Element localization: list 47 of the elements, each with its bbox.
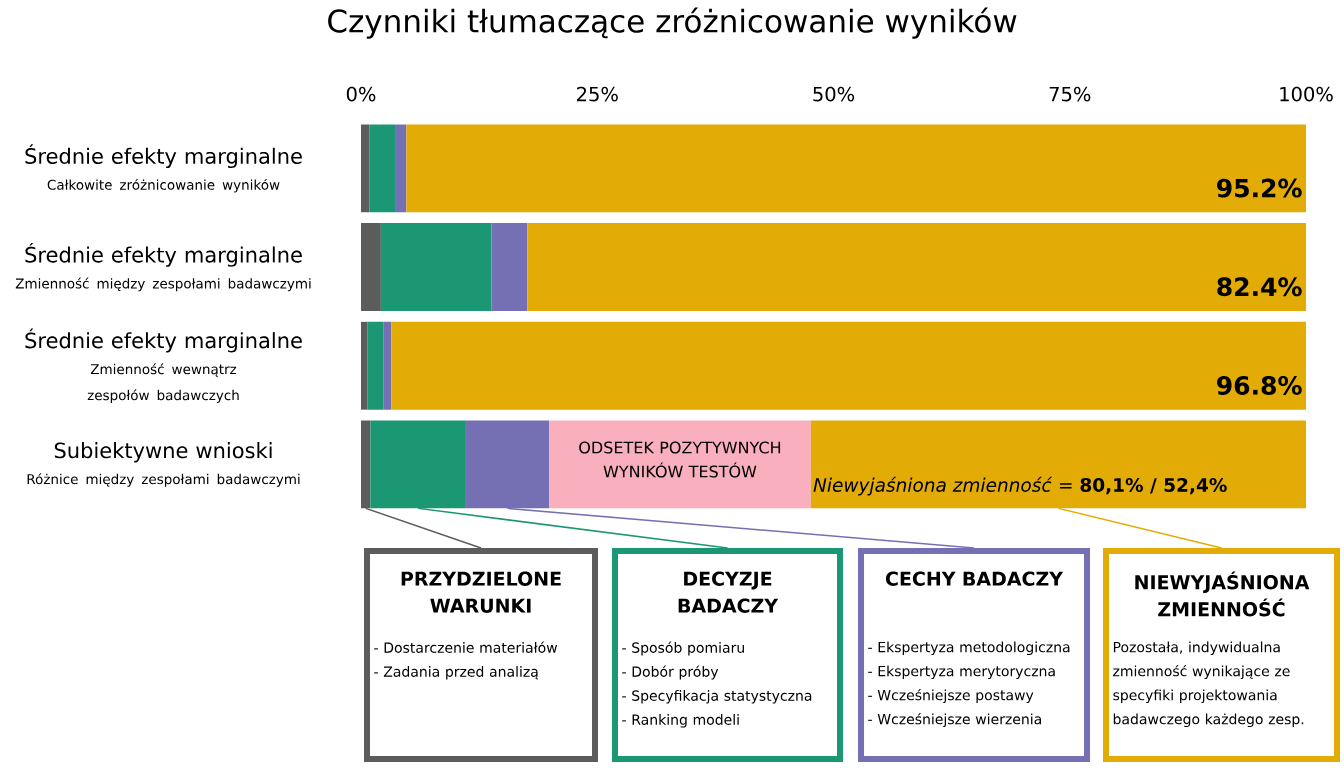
annotation: Niewyjaśniona zmienność = 80,1% / 52,4% (813, 476, 1227, 496)
bar (527, 223, 1307, 311)
text: Zmienność wewnątrz zespołów badawczych (87, 363, 239, 403)
y-tick-label: Średnie efekty marginalne (25, 144, 302, 169)
text: - Ekspertyza metodologiczna (868, 641, 1070, 656)
x-tick-label: 50% (813, 86, 855, 102)
text: NIEWYJAŚNIONA ZMIENNOŚĆ (1135, 571, 1310, 617)
bar (367, 321, 384, 410)
data-label: 95.2% (1217, 178, 1302, 198)
bar (491, 223, 528, 311)
text: Zmienność między zespołami badawczymi (15, 277, 311, 292)
text: PRZYDZIELONE WARUNKI (401, 571, 561, 613)
series-label: ODSETEK POZYTYWNYCH WYNIKÓW TESTÓW (579, 441, 781, 478)
bar (380, 223, 492, 311)
bar (361, 124, 370, 213)
y-tick-label: Subiektywne wnioski (54, 442, 272, 463)
text: Całkowite zróżnicowanie wyników (47, 178, 280, 193)
bar (383, 321, 392, 410)
bar (406, 124, 1307, 213)
x-tick-label: 75% (1049, 86, 1091, 102)
text: - Sposób pomiaru (622, 641, 744, 656)
y-tick-label: Średnie efekty marginalne (25, 328, 302, 353)
text: - Specyfikacja statystyczna (622, 690, 812, 704)
text: - Dobór próby (622, 665, 719, 680)
data-label: 82.4% (1217, 277, 1302, 297)
text: CECHY BADACZY (885, 571, 1064, 586)
x-tick-label: 25% (577, 86, 618, 102)
text: - Ekspertyza merytoryczna (868, 665, 1055, 680)
text: - Wcześniejsze postawy (868, 688, 1034, 704)
y-tick-label: Średnie efekty marginalne (25, 242, 302, 267)
text: DECYZJE BADACZY (678, 571, 779, 613)
bar (549, 420, 811, 509)
text: - Ranking modeli (622, 714, 739, 728)
bar (391, 321, 1307, 410)
text: Różnice między zespołami badawczymi (27, 473, 300, 487)
x-tick-label: 0% (346, 86, 376, 102)
x-tick-label: 100% (1280, 86, 1333, 102)
text: - Dostarczenie materiałów (374, 641, 558, 653)
bar (395, 124, 407, 213)
bar (361, 223, 381, 311)
text: - Wcześniejsze wierzenia (868, 712, 1041, 728)
data-label: 96.8% (1217, 376, 1302, 395)
text: - Zadania przed analizą (374, 666, 539, 680)
chart-title: Czynniki tłumaczące zróżnicowanie wyników (328, 7, 1017, 39)
text: Pozostała, indywidualna zmienność wynikające ze specyfiki projektowania badawczego każdego zesp. (1113, 641, 1304, 728)
bar (361, 321, 368, 410)
bar (369, 124, 396, 213)
